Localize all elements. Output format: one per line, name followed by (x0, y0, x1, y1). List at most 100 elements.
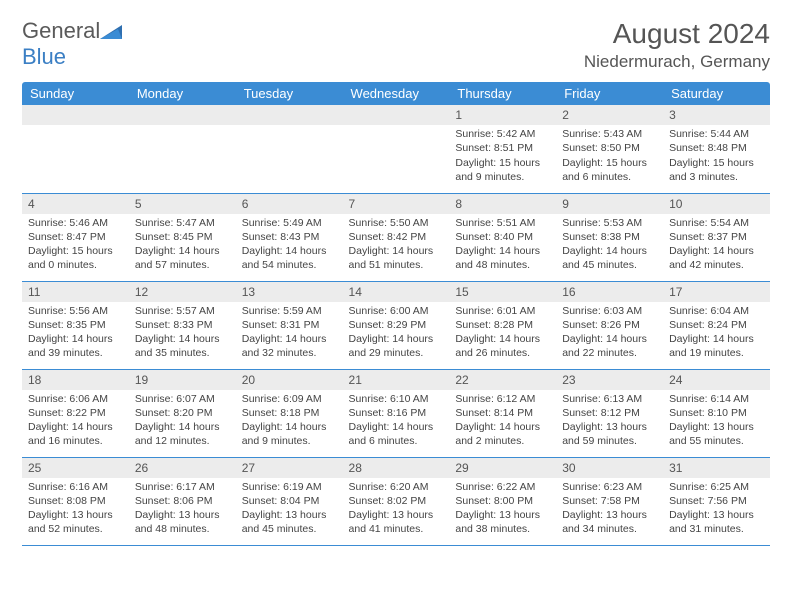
calendar-cell (236, 105, 343, 193)
day-number: 22 (449, 370, 556, 390)
sunset-text: Sunset: 7:56 PM (669, 494, 764, 508)
day-number: 29 (449, 458, 556, 478)
day-number: 8 (449, 194, 556, 214)
sunrise-text: Sunrise: 6:17 AM (135, 480, 230, 494)
day-number: 26 (129, 458, 236, 478)
day-number: 21 (343, 370, 450, 390)
calendar-cell: 30Sunrise: 6:23 AMSunset: 7:58 PMDayligh… (556, 457, 663, 545)
cell-body: Sunrise: 5:46 AMSunset: 8:47 PMDaylight:… (22, 214, 129, 277)
daylight-text: Daylight: 14 hours (669, 244, 764, 258)
daylight-text: Daylight: 14 hours (135, 420, 230, 434)
daylight-text: and 19 minutes. (669, 346, 764, 360)
daylight-text: Daylight: 14 hours (135, 244, 230, 258)
cell-body: Sunrise: 6:19 AMSunset: 8:04 PMDaylight:… (236, 478, 343, 541)
daylight-text: and 45 minutes. (242, 522, 337, 536)
cell-body: Sunrise: 5:56 AMSunset: 8:35 PMDaylight:… (22, 302, 129, 365)
calendar-cell: 24Sunrise: 6:14 AMSunset: 8:10 PMDayligh… (663, 369, 770, 457)
sunset-text: Sunset: 8:50 PM (562, 141, 657, 155)
daylight-text: Daylight: 14 hours (242, 244, 337, 258)
cell-body: Sunrise: 6:17 AMSunset: 8:06 PMDaylight:… (129, 478, 236, 541)
sunrise-text: Sunrise: 5:46 AM (28, 216, 123, 230)
daylight-text: and 41 minutes. (349, 522, 444, 536)
day-header-row: SundayMondayTuesdayWednesdayThursdayFrid… (22, 82, 770, 105)
day-number-empty (129, 105, 236, 125)
sunset-text: Sunset: 8:10 PM (669, 406, 764, 420)
sunset-text: Sunset: 8:45 PM (135, 230, 230, 244)
calendar-cell: 19Sunrise: 6:07 AMSunset: 8:20 PMDayligh… (129, 369, 236, 457)
sunset-text: Sunset: 8:48 PM (669, 141, 764, 155)
sunset-text: Sunset: 8:29 PM (349, 318, 444, 332)
daylight-text: and 57 minutes. (135, 258, 230, 272)
daylight-text: Daylight: 15 hours (669, 156, 764, 170)
sunset-text: Sunset: 8:06 PM (135, 494, 230, 508)
daylight-text: Daylight: 14 hours (242, 332, 337, 346)
logo-text: General Blue (22, 18, 122, 70)
calendar-cell (343, 105, 450, 193)
calendar-cell: 10Sunrise: 5:54 AMSunset: 8:37 PMDayligh… (663, 193, 770, 281)
sunrise-text: Sunrise: 5:43 AM (562, 127, 657, 141)
calendar-cell: 20Sunrise: 6:09 AMSunset: 8:18 PMDayligh… (236, 369, 343, 457)
calendar-cell: 18Sunrise: 6:06 AMSunset: 8:22 PMDayligh… (22, 369, 129, 457)
sunrise-text: Sunrise: 5:44 AM (669, 127, 764, 141)
sunrise-text: Sunrise: 5:59 AM (242, 304, 337, 318)
sunset-text: Sunset: 8:08 PM (28, 494, 123, 508)
day-number-empty (343, 105, 450, 125)
sunset-text: Sunset: 8:12 PM (562, 406, 657, 420)
day-header: Saturday (663, 82, 770, 105)
sunrise-text: Sunrise: 5:50 AM (349, 216, 444, 230)
sunset-text: Sunset: 8:38 PM (562, 230, 657, 244)
daylight-text: Daylight: 13 hours (562, 508, 657, 522)
daylight-text: Daylight: 14 hours (562, 332, 657, 346)
cell-body: Sunrise: 5:49 AMSunset: 8:43 PMDaylight:… (236, 214, 343, 277)
month-title: August 2024 (584, 18, 770, 50)
daylight-text: Daylight: 14 hours (349, 420, 444, 434)
day-number: 17 (663, 282, 770, 302)
daylight-text: Daylight: 14 hours (28, 332, 123, 346)
sunrise-text: Sunrise: 6:13 AM (562, 392, 657, 406)
day-number: 11 (22, 282, 129, 302)
sunset-text: Sunset: 8:20 PM (135, 406, 230, 420)
sunrise-text: Sunrise: 6:00 AM (349, 304, 444, 318)
calendar-cell: 17Sunrise: 6:04 AMSunset: 8:24 PMDayligh… (663, 281, 770, 369)
daylight-text: and 51 minutes. (349, 258, 444, 272)
day-number: 7 (343, 194, 450, 214)
calendar-cell: 5Sunrise: 5:47 AMSunset: 8:45 PMDaylight… (129, 193, 236, 281)
cell-body: Sunrise: 6:16 AMSunset: 8:08 PMDaylight:… (22, 478, 129, 541)
sunrise-text: Sunrise: 5:51 AM (455, 216, 550, 230)
sunset-text: Sunset: 8:26 PM (562, 318, 657, 332)
day-number-empty (236, 105, 343, 125)
day-number: 18 (22, 370, 129, 390)
sunset-text: Sunset: 8:33 PM (135, 318, 230, 332)
cell-body: Sunrise: 5:59 AMSunset: 8:31 PMDaylight:… (236, 302, 343, 365)
daylight-text: Daylight: 13 hours (349, 508, 444, 522)
sunrise-text: Sunrise: 6:20 AM (349, 480, 444, 494)
daylight-text: and 31 minutes. (669, 522, 764, 536)
calendar-cell: 23Sunrise: 6:13 AMSunset: 8:12 PMDayligh… (556, 369, 663, 457)
calendar-cell: 2Sunrise: 5:43 AMSunset: 8:50 PMDaylight… (556, 105, 663, 193)
calendar-cell: 9Sunrise: 5:53 AMSunset: 8:38 PMDaylight… (556, 193, 663, 281)
cell-body: Sunrise: 6:14 AMSunset: 8:10 PMDaylight:… (663, 390, 770, 453)
logo-triangle-icon (100, 25, 122, 39)
sunrise-text: Sunrise: 5:53 AM (562, 216, 657, 230)
daylight-text: and 2 minutes. (455, 434, 550, 448)
day-number: 5 (129, 194, 236, 214)
sunrise-text: Sunrise: 5:57 AM (135, 304, 230, 318)
daylight-text: Daylight: 14 hours (349, 332, 444, 346)
day-header: Sunday (22, 82, 129, 105)
daylight-text: and 9 minutes. (242, 434, 337, 448)
calendar-cell: 3Sunrise: 5:44 AMSunset: 8:48 PMDaylight… (663, 105, 770, 193)
sunrise-text: Sunrise: 6:04 AM (669, 304, 764, 318)
cell-body: Sunrise: 5:44 AMSunset: 8:48 PMDaylight:… (663, 125, 770, 188)
sunset-text: Sunset: 8:51 PM (455, 141, 550, 155)
day-number: 16 (556, 282, 663, 302)
day-number: 2 (556, 105, 663, 125)
sunrise-text: Sunrise: 6:09 AM (242, 392, 337, 406)
daylight-text: and 0 minutes. (28, 258, 123, 272)
calendar-cell: 15Sunrise: 6:01 AMSunset: 8:28 PMDayligh… (449, 281, 556, 369)
sunset-text: Sunset: 8:00 PM (455, 494, 550, 508)
day-number: 4 (22, 194, 129, 214)
logo-text-general: General (22, 18, 100, 43)
sunset-text: Sunset: 8:14 PM (455, 406, 550, 420)
calendar-cell: 4Sunrise: 5:46 AMSunset: 8:47 PMDaylight… (22, 193, 129, 281)
daylight-text: and 32 minutes. (242, 346, 337, 360)
